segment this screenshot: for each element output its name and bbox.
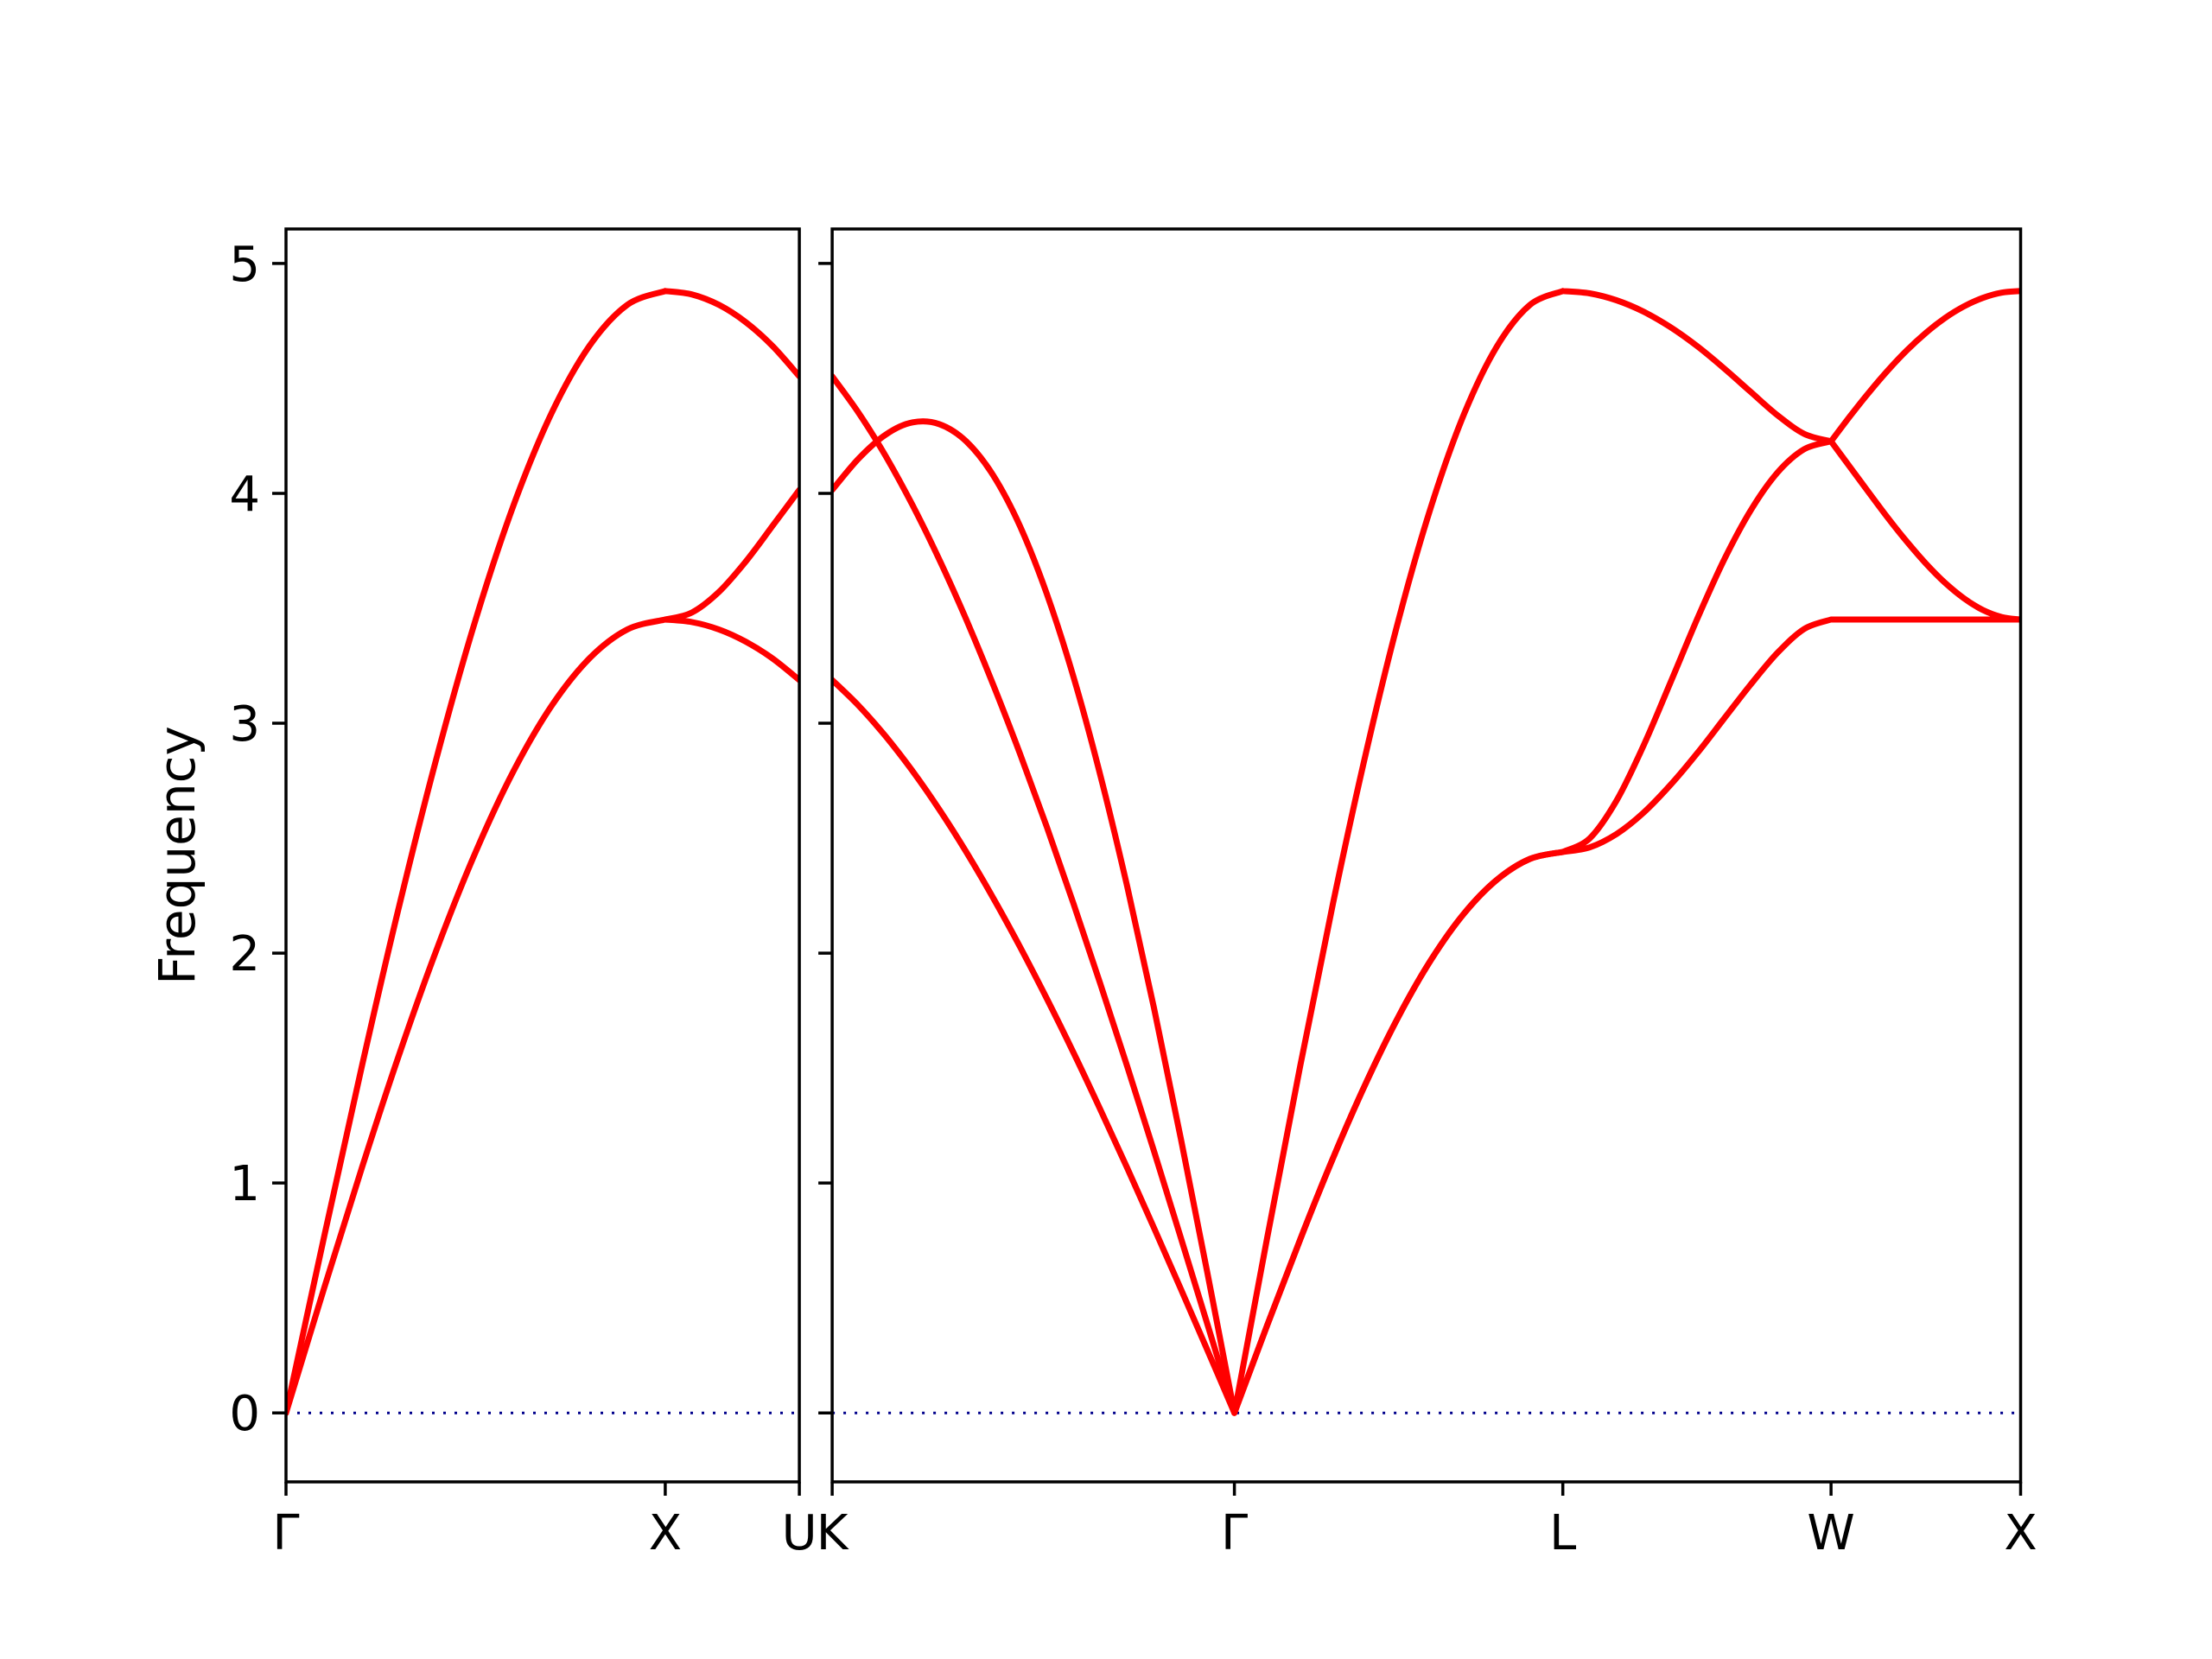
phonon-branch-branch-3 xyxy=(832,616,2021,1416)
phonon-branch-transverse-lower-split xyxy=(662,616,800,683)
panel-gamma-x-u: Γ X U 0 1 2 3 4 5 xyxy=(229,227,817,1561)
y-axis-label: Frequency xyxy=(148,726,207,985)
x-tick-label-L: L xyxy=(1549,1505,1576,1561)
x-tick-label-X: X xyxy=(649,1505,682,1561)
phonon-branch-transverse-upper-split xyxy=(286,486,800,1416)
x-tick-label-U: U xyxy=(782,1505,817,1561)
x-tick-label-Γ: Γ xyxy=(272,1505,299,1561)
y-tick-label: 3 xyxy=(229,696,260,753)
y-tick-label: 5 xyxy=(229,237,260,293)
x-tick-label-Γ: Γ xyxy=(1221,1505,1248,1561)
y-tick-label: 4 xyxy=(229,467,260,523)
phonon-branch-branch-1 xyxy=(832,288,2021,1416)
y-tick-label: 0 xyxy=(229,1386,260,1442)
axes-box xyxy=(284,227,801,1484)
x-tick-label-X: X xyxy=(2004,1505,2037,1561)
x-tick-label-K: K xyxy=(817,1505,849,1561)
phonon-branch-longitudinal-acoustic xyxy=(286,288,800,1416)
y-tick-label: 2 xyxy=(229,926,260,982)
y-tick-label: 1 xyxy=(229,1156,260,1212)
x-tick-label-W: W xyxy=(1807,1505,1854,1561)
axes-box xyxy=(830,227,2023,1484)
